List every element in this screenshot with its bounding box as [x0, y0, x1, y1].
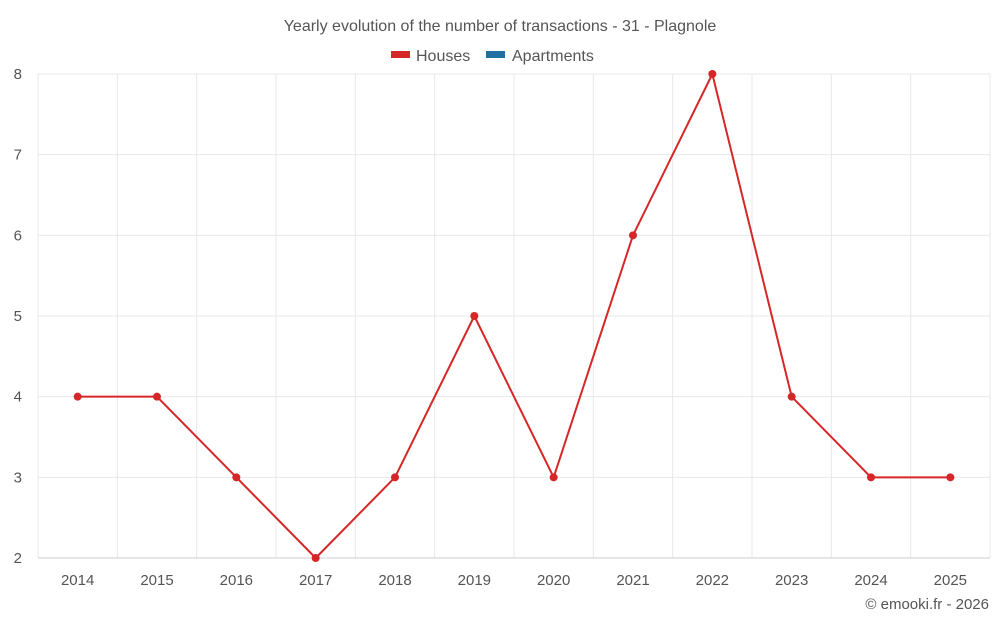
- series-line-houses: [77, 73, 951, 559]
- x-tick-label: 2023: [775, 572, 808, 589]
- x-tick-label: 2015: [140, 572, 173, 589]
- legend-swatch-apartments: [486, 51, 505, 58]
- series-points: [73, 70, 955, 562]
- y-gridlines: [38, 73, 990, 478]
- y-tick-label: 5: [14, 308, 22, 325]
- x-tick-label: 2018: [378, 572, 411, 589]
- y-tick-label: 4: [14, 389, 22, 406]
- y-tick-label: 7: [14, 147, 22, 164]
- data-point-houses-2019[interactable]: [470, 312, 479, 320]
- data-point-houses-2018[interactable]: [391, 473, 399, 482]
- x-tick-labels: 2014 2015 2016 2017 2018 2019 2020 2021 2022 2023…: [61, 572, 967, 589]
- y-tick-label: 3: [14, 469, 22, 486]
- legend-item-apartments[interactable]: Apartments: [486, 48, 594, 65]
- legend-item-houses[interactable]: Houses: [391, 48, 470, 65]
- y-tick-labels: 2 3 4 5 6 7 8: [14, 66, 22, 567]
- y-tick-label: 6: [14, 227, 22, 244]
- data-point-houses-2025[interactable]: [946, 473, 955, 482]
- x-tick-label: 2025: [934, 572, 967, 589]
- x-tick-label: 2021: [616, 572, 649, 589]
- legend-swatch-houses: [391, 51, 410, 58]
- legend-label-apartments: Apartments: [512, 48, 594, 65]
- data-point-houses-2017[interactable]: [311, 554, 320, 562]
- data-point-houses-2014[interactable]: [73, 392, 82, 401]
- series-lines: [77, 73, 951, 559]
- y-tick-label: 2: [14, 550, 22, 567]
- x-tick-label: 2024: [854, 572, 887, 589]
- x-tick-label: 2016: [220, 572, 253, 589]
- data-point-houses-2024[interactable]: [867, 473, 875, 482]
- data-point-houses-2023[interactable]: [787, 392, 796, 401]
- data-point-houses-2015[interactable]: [153, 392, 161, 401]
- legend-label-houses: Houses: [416, 48, 470, 65]
- data-point-houses-2020[interactable]: [549, 473, 558, 482]
- y-tick-label: 8: [14, 66, 22, 83]
- x-tick-label: 2017: [299, 572, 332, 589]
- data-point-houses-2021[interactable]: [629, 231, 637, 240]
- data-point-houses-2022[interactable]: [708, 70, 717, 78]
- chart-title: Yearly evolution of the number of transa…: [284, 18, 717, 35]
- credit-text: © emooki.fr - 2026: [865, 596, 989, 613]
- x-tick-label: 2022: [696, 572, 729, 589]
- x-tick-label: 2019: [458, 572, 491, 589]
- x-tick-label: 2020: [537, 572, 570, 589]
- data-point-houses-2016[interactable]: [232, 473, 241, 482]
- x-tick-label: 2014: [61, 572, 94, 589]
- legend: Houses Apartments: [391, 48, 594, 65]
